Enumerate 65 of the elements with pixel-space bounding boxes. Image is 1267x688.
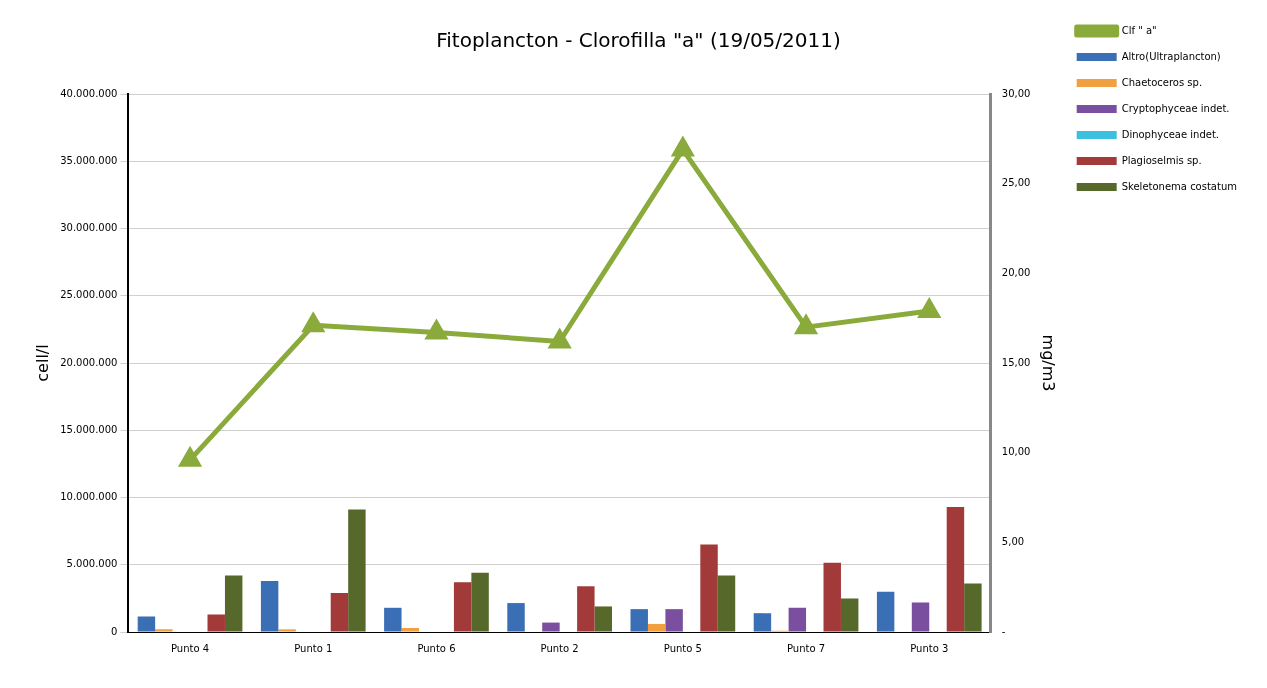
chart-title: Fitoplancton - Clorofilla "a" (19/05/2011) bbox=[436, 28, 841, 53]
bar bbox=[753, 613, 772, 632]
y2-tick-label: 20,00 bbox=[1001, 266, 1031, 278]
y-tick-label: 10.000.000 bbox=[60, 491, 118, 503]
y-tick-label: 35.000.000 bbox=[60, 154, 118, 166]
y2-axis-title: mg/m3 bbox=[1038, 334, 1058, 392]
y2-tick-label: 30,00 bbox=[1001, 87, 1031, 99]
y-tick-label: 0 bbox=[111, 625, 118, 637]
x-tick-label: Punto 7 bbox=[786, 642, 826, 654]
bar bbox=[224, 575, 243, 632]
legend-label: Chaetoceros sp. bbox=[1121, 76, 1203, 88]
bar bbox=[647, 623, 666, 632]
bar bbox=[542, 622, 560, 632]
y2-tick-label: - bbox=[1001, 625, 1006, 637]
legend-label: Skeletonema costatum bbox=[1121, 180, 1238, 192]
legend-label: Cryptophyceae indet. bbox=[1121, 102, 1230, 114]
bar bbox=[823, 562, 841, 632]
bar bbox=[401, 627, 419, 632]
bar bbox=[453, 582, 472, 632]
bar bbox=[964, 583, 982, 632]
y2-tick-label: 10,00 bbox=[1001, 446, 1031, 458]
legend-label: Clf " a" bbox=[1121, 24, 1157, 36]
bar bbox=[384, 607, 402, 632]
bar bbox=[155, 629, 173, 632]
x-tick-label: Punto 6 bbox=[417, 642, 456, 654]
legend-label: Altro(Ultraplancton) bbox=[1121, 50, 1221, 62]
legend-label: Plagioselmis sp. bbox=[1121, 154, 1202, 166]
bar bbox=[717, 575, 736, 632]
y-tick-label: 30.000.000 bbox=[60, 222, 118, 234]
bar bbox=[665, 609, 683, 632]
y-tick-label: 5.000.000 bbox=[66, 558, 118, 570]
bar bbox=[911, 602, 930, 632]
bar bbox=[278, 629, 296, 632]
bar bbox=[137, 616, 156, 632]
bar bbox=[330, 593, 349, 632]
bar bbox=[348, 509, 366, 632]
bar bbox=[471, 572, 489, 632]
x-tick-label: Punto 5 bbox=[663, 642, 702, 654]
x-tick-label: Punto 3 bbox=[910, 642, 949, 654]
bar bbox=[207, 614, 225, 632]
y-tick-label: 20.000.000 bbox=[60, 356, 118, 368]
x-tick-label: Punto 2 bbox=[540, 642, 579, 654]
bar bbox=[788, 607, 807, 632]
bar bbox=[946, 506, 965, 632]
y2-tick-label: 25,00 bbox=[1001, 177, 1031, 189]
point bbox=[794, 313, 818, 335]
x-tick-label: Punto 1 bbox=[294, 642, 333, 654]
y-tick-label: 15.000.000 bbox=[60, 423, 118, 435]
y2-tick-label: 15,00 bbox=[1001, 356, 1031, 368]
bar bbox=[577, 586, 595, 632]
y2-tick-label: 5,00 bbox=[1001, 535, 1025, 547]
bar bbox=[840, 598, 859, 632]
bar bbox=[260, 580, 279, 632]
y-axis-title: cell/l bbox=[32, 344, 52, 382]
bar bbox=[507, 603, 525, 632]
x-tick-label: Punto 4 bbox=[170, 642, 210, 654]
point bbox=[301, 311, 326, 333]
legend-label: Dinophyceae indet. bbox=[1121, 128, 1220, 140]
bar bbox=[700, 544, 718, 632]
point bbox=[547, 327, 572, 349]
bar bbox=[594, 606, 613, 632]
y-tick-label: 25.000.000 bbox=[60, 289, 118, 301]
bar bbox=[876, 591, 895, 632]
bar bbox=[630, 609, 648, 632]
y-tick-label: 40.000.000 bbox=[60, 87, 118, 99]
